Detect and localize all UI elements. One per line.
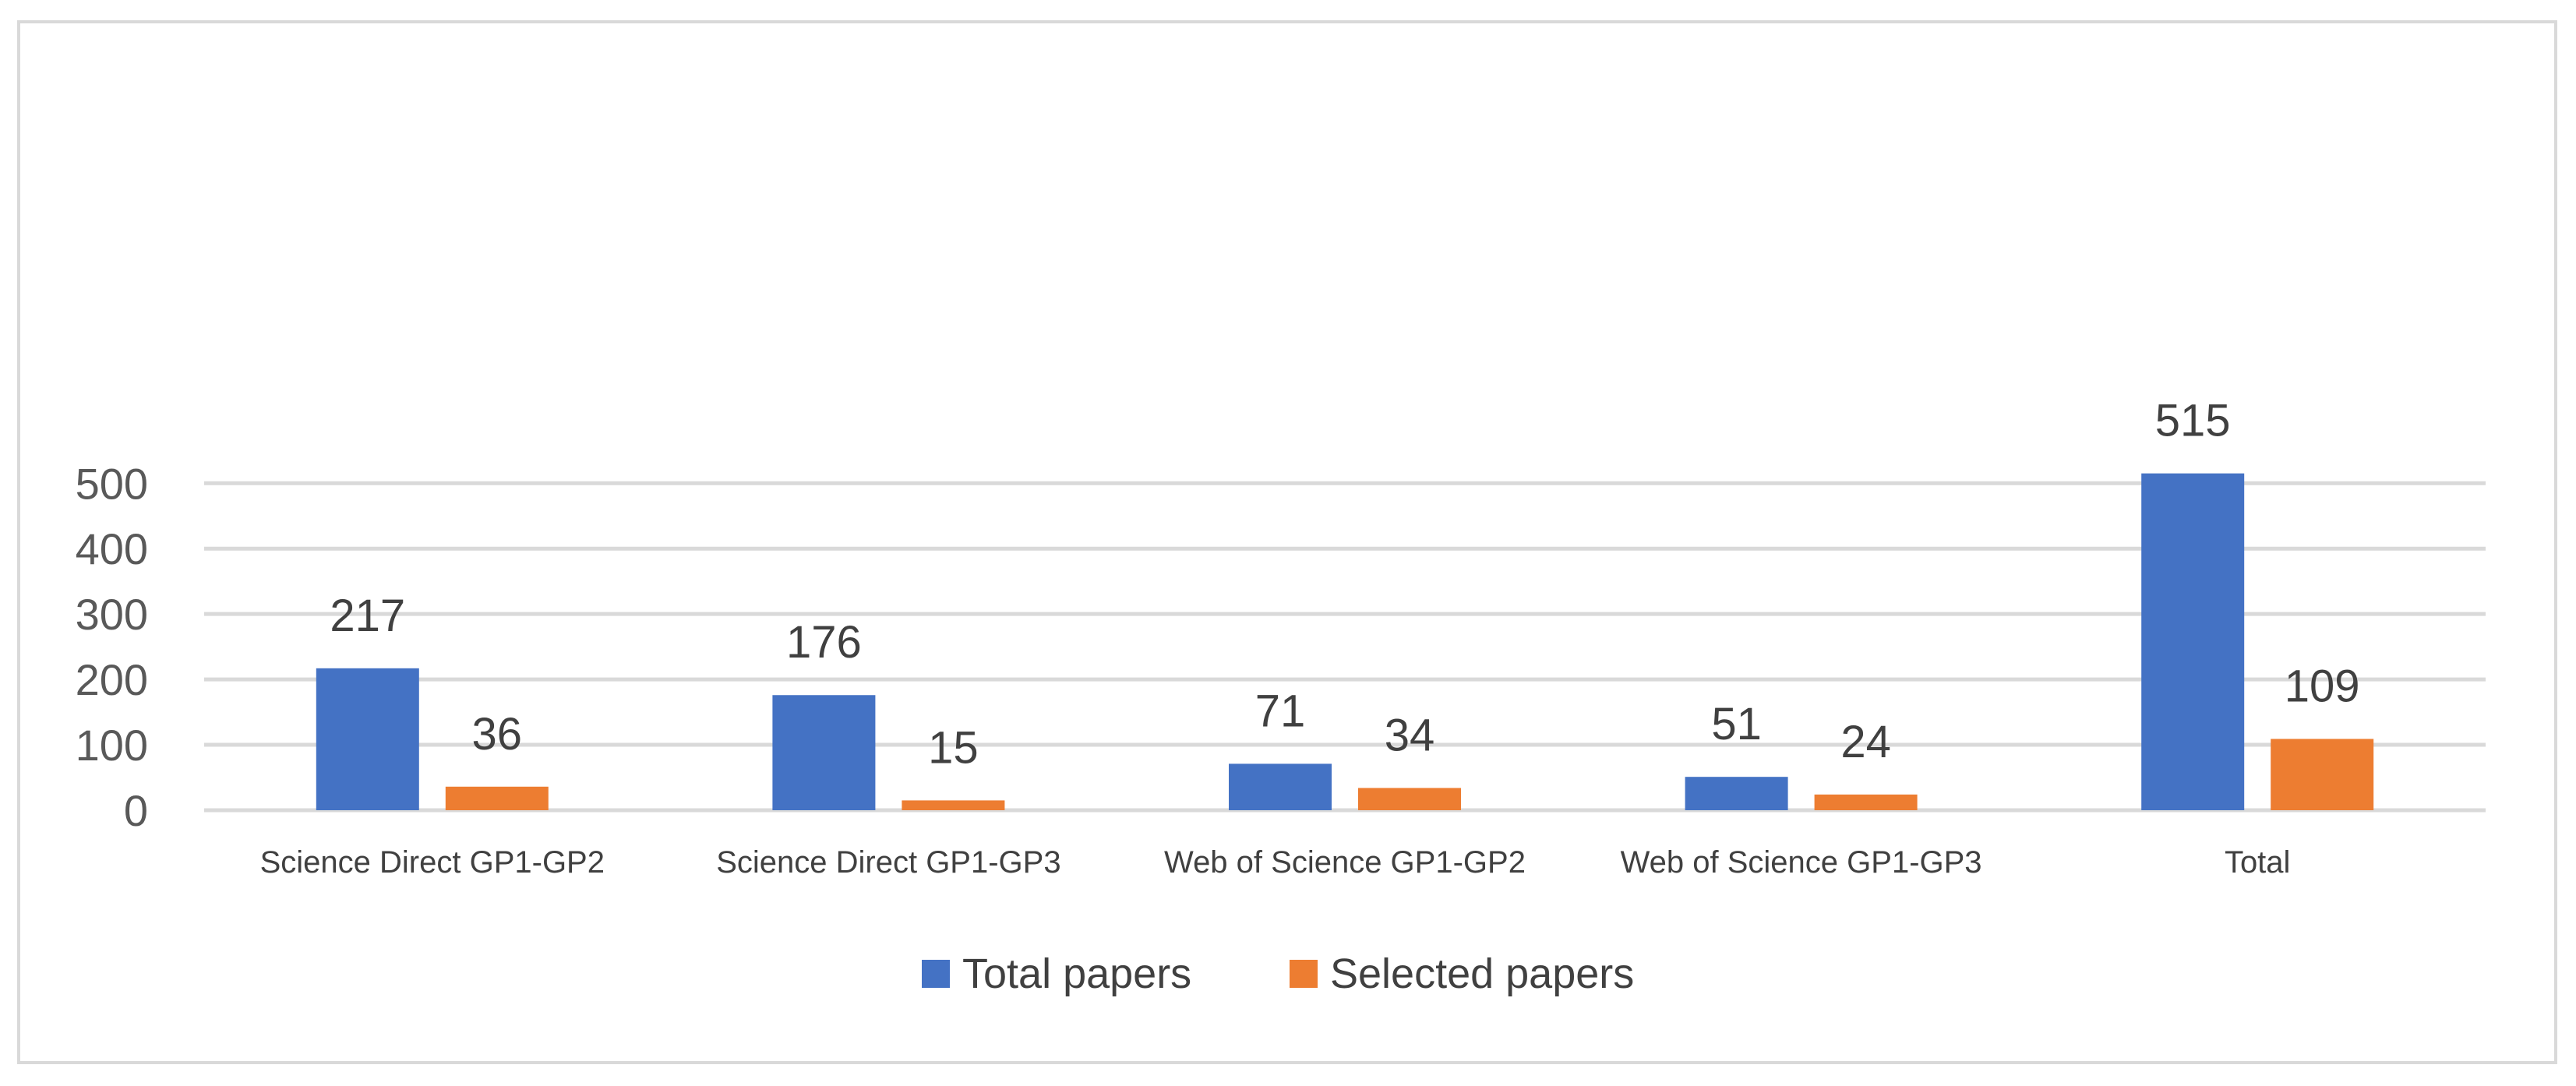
data-label: 51 bbox=[1711, 699, 1762, 749]
data-label: 217 bbox=[330, 591, 405, 641]
bar bbox=[1685, 777, 1788, 810]
bar bbox=[445, 786, 549, 810]
data-label: 515 bbox=[2155, 396, 2231, 446]
x-tick-label: Science Direct GP1-GP2 bbox=[260, 845, 605, 880]
chart-frame bbox=[17, 20, 2557, 1064]
bar bbox=[772, 695, 876, 810]
data-label: 176 bbox=[786, 617, 862, 668]
bar bbox=[2141, 473, 2245, 810]
data-label: 34 bbox=[1385, 710, 1435, 760]
legend-swatch bbox=[1290, 960, 1318, 988]
legend-swatch bbox=[922, 960, 950, 988]
x-axis-categories: Science Direct GP1-GP2 Science Direct GP1… bbox=[260, 845, 2291, 880]
data-label: 15 bbox=[928, 722, 979, 773]
legend-label: Total papers bbox=[962, 950, 1191, 997]
x-tick-label: Web of Science GP1-GP2 bbox=[1164, 845, 1526, 880]
data-labels: 217 36 176 15 71 34 51 24 515 109 bbox=[330, 396, 2359, 774]
y-tick-label: 500 bbox=[76, 459, 148, 508]
y-tick-label: 100 bbox=[76, 721, 148, 770]
y-tick-label: 200 bbox=[76, 655, 148, 704]
gridlines bbox=[204, 481, 2486, 813]
bar bbox=[902, 800, 1005, 810]
bar bbox=[1358, 788, 1461, 810]
data-label: 71 bbox=[1255, 686, 1306, 736]
y-tick-label: 300 bbox=[76, 590, 148, 639]
y-tick-label: 400 bbox=[76, 524, 148, 573]
x-tick-label: Web of Science GP1-GP3 bbox=[1621, 845, 1982, 880]
y-axis-ticks: 0 100 200 300 400 500 bbox=[76, 459, 148, 835]
bar bbox=[2271, 739, 2374, 810]
data-label: 36 bbox=[472, 709, 523, 760]
x-tick-label: Science Direct GP1-GP3 bbox=[716, 845, 1060, 880]
bars bbox=[316, 473, 2374, 810]
data-label: 109 bbox=[2285, 661, 2360, 711]
legend: Total papers Selected papers bbox=[922, 950, 1634, 997]
bar bbox=[316, 668, 419, 810]
data-label: 24 bbox=[1840, 717, 1891, 767]
legend-label: Selected papers bbox=[1330, 950, 1634, 997]
x-tick-label: Total bbox=[2225, 845, 2291, 880]
bar bbox=[1814, 794, 1918, 810]
bar bbox=[1229, 763, 1332, 810]
y-tick-label: 0 bbox=[124, 786, 148, 835]
